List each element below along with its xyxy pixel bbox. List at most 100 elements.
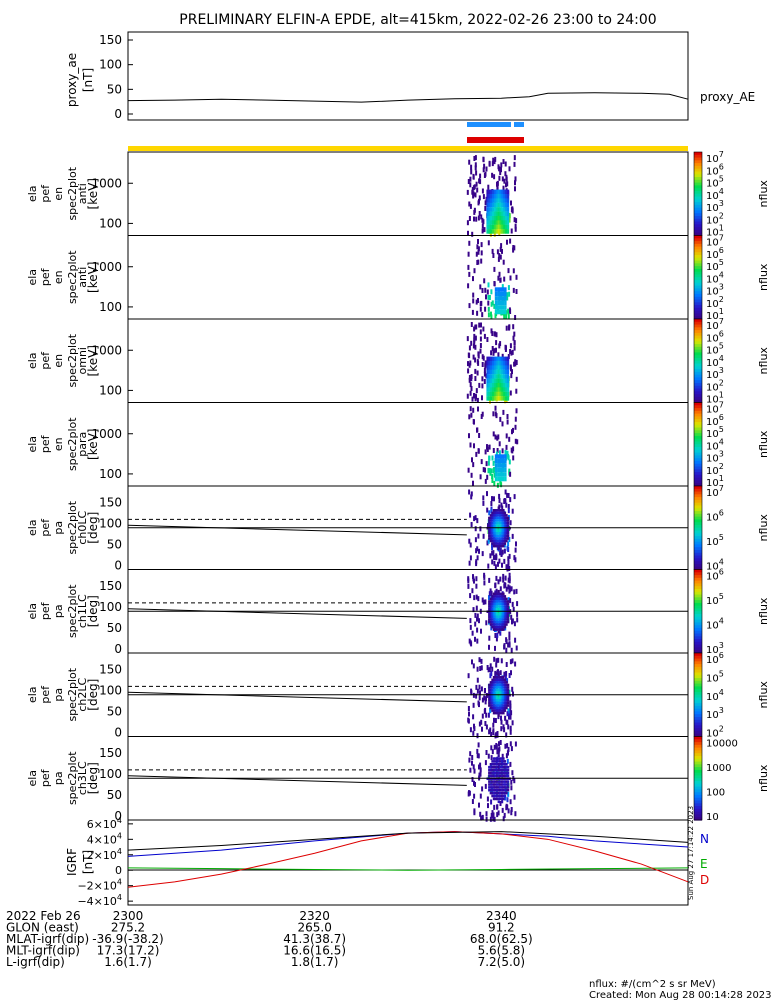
spec-core-cell — [489, 763, 492, 766]
spec-core-cell — [500, 597, 503, 601]
spec-cell — [467, 467, 470, 473]
spec-core-cell — [490, 229, 493, 234]
spec-panel-label: [keV] — [86, 262, 100, 293]
spec-cell — [489, 470, 492, 476]
spec-cell — [478, 382, 481, 388]
spec-cell — [497, 275, 500, 281]
colorbar-segment — [694, 455, 702, 459]
spec-cell — [489, 708, 492, 714]
spec-core-cell — [494, 305, 498, 310]
spec-cell — [509, 725, 512, 731]
colorbar-segment — [694, 608, 702, 612]
spec-cell — [470, 340, 473, 346]
spec-cell — [481, 362, 484, 367]
spec-core-cell — [488, 529, 491, 533]
spec-core-cell — [489, 683, 492, 687]
spec-core-cell — [500, 686, 503, 689]
spec-core-cell — [486, 194, 489, 199]
spec-cell — [469, 360, 472, 366]
spec-cell — [491, 550, 494, 556]
spec-cell — [512, 287, 515, 293]
spec-cell — [481, 726, 483, 732]
spec-cell — [484, 363, 487, 369]
colorbar-segment — [694, 772, 702, 777]
spec-cell — [471, 396, 474, 402]
spec-cell — [512, 335, 515, 341]
spec-cell — [512, 245, 515, 250]
spec-cell — [502, 185, 505, 191]
spec-core-cell — [504, 291, 507, 297]
spec-cell — [509, 238, 512, 244]
spec-cell — [502, 724, 505, 730]
spec-core-cell — [492, 600, 495, 603]
spec-cell — [501, 421, 504, 427]
spec-core-cell — [502, 605, 505, 608]
spec-cell — [495, 332, 498, 338]
spec-core-cell — [502, 519, 505, 522]
spec-cell — [481, 217, 484, 223]
spec-core-cell — [497, 229, 500, 234]
spec-core-cell — [499, 760, 502, 763]
spec-cell — [485, 620, 488, 626]
spec-cell — [484, 599, 487, 605]
spec-core-cell — [500, 691, 503, 694]
spec-cell — [484, 206, 487, 211]
spec-core-cell — [503, 794, 507, 798]
spec-ytick-label: 1000 — [91, 343, 122, 357]
spec-core-cell — [500, 620, 503, 624]
spec-panel-label: pef — [39, 768, 52, 787]
spec-core-cell — [500, 618, 503, 621]
spec-panel-label: ch2LC — [76, 678, 89, 712]
spec-core-cell — [502, 544, 505, 548]
spec-cell — [491, 455, 494, 461]
spec-cell — [480, 459, 483, 465]
colorbar-segment — [694, 494, 702, 498]
spec-core-cell — [492, 696, 495, 700]
spec-cell — [476, 688, 479, 694]
spec-ytick-label: 0 — [114, 726, 122, 740]
igrf-line-n — [127, 831, 689, 857]
colorbar-segment — [694, 680, 702, 685]
spec-core-cell — [505, 688, 508, 692]
spec-cell — [488, 444, 491, 450]
spec-cell — [467, 361, 469, 367]
spec-core-cell — [494, 472, 498, 477]
colorbar-segment — [694, 168, 702, 173]
spec-core-cell — [489, 791, 492, 795]
spec-cell — [476, 677, 479, 683]
spec-cell — [499, 801, 502, 806]
colorbar-segment — [694, 221, 702, 225]
spec-core-cell — [497, 544, 500, 548]
spec-core-cell — [503, 791, 507, 795]
spec-core-cell — [507, 534, 510, 538]
colorbar-tick-label: 101 — [706, 474, 724, 489]
spec-core-cell — [501, 369, 504, 375]
spec-core-cell — [496, 625, 499, 629]
spec-core-cell — [499, 771, 502, 775]
spec-core-cell — [486, 391, 489, 397]
spec-core-cell — [499, 189, 502, 195]
spec-core-cell — [500, 544, 503, 548]
spec-cell — [472, 663, 475, 669]
colorbar-segment — [694, 544, 702, 548]
spec-panel-label: [deg] — [86, 679, 100, 711]
spec-core-cell — [492, 597, 495, 601]
footer-row-label: 2022 Feb 26 — [6, 909, 81, 923]
spec-core-cell — [494, 780, 497, 783]
colorbar-segment — [694, 463, 702, 468]
spec-cell — [495, 575, 498, 581]
spec-cell — [493, 496, 495, 502]
spec-cell — [494, 633, 497, 638]
spec-cell — [490, 732, 493, 737]
spec-panel-label: spec2plot — [66, 250, 79, 304]
spec-core-cell — [501, 374, 504, 379]
spec-core-cell — [489, 532, 492, 535]
spec-core-cell — [499, 600, 502, 603]
spec-core-cell — [497, 529, 500, 533]
spec-cell — [480, 686, 483, 692]
spec-core-cell — [505, 786, 508, 789]
colorbar-segment — [694, 583, 702, 587]
spec-cell — [489, 816, 492, 822]
